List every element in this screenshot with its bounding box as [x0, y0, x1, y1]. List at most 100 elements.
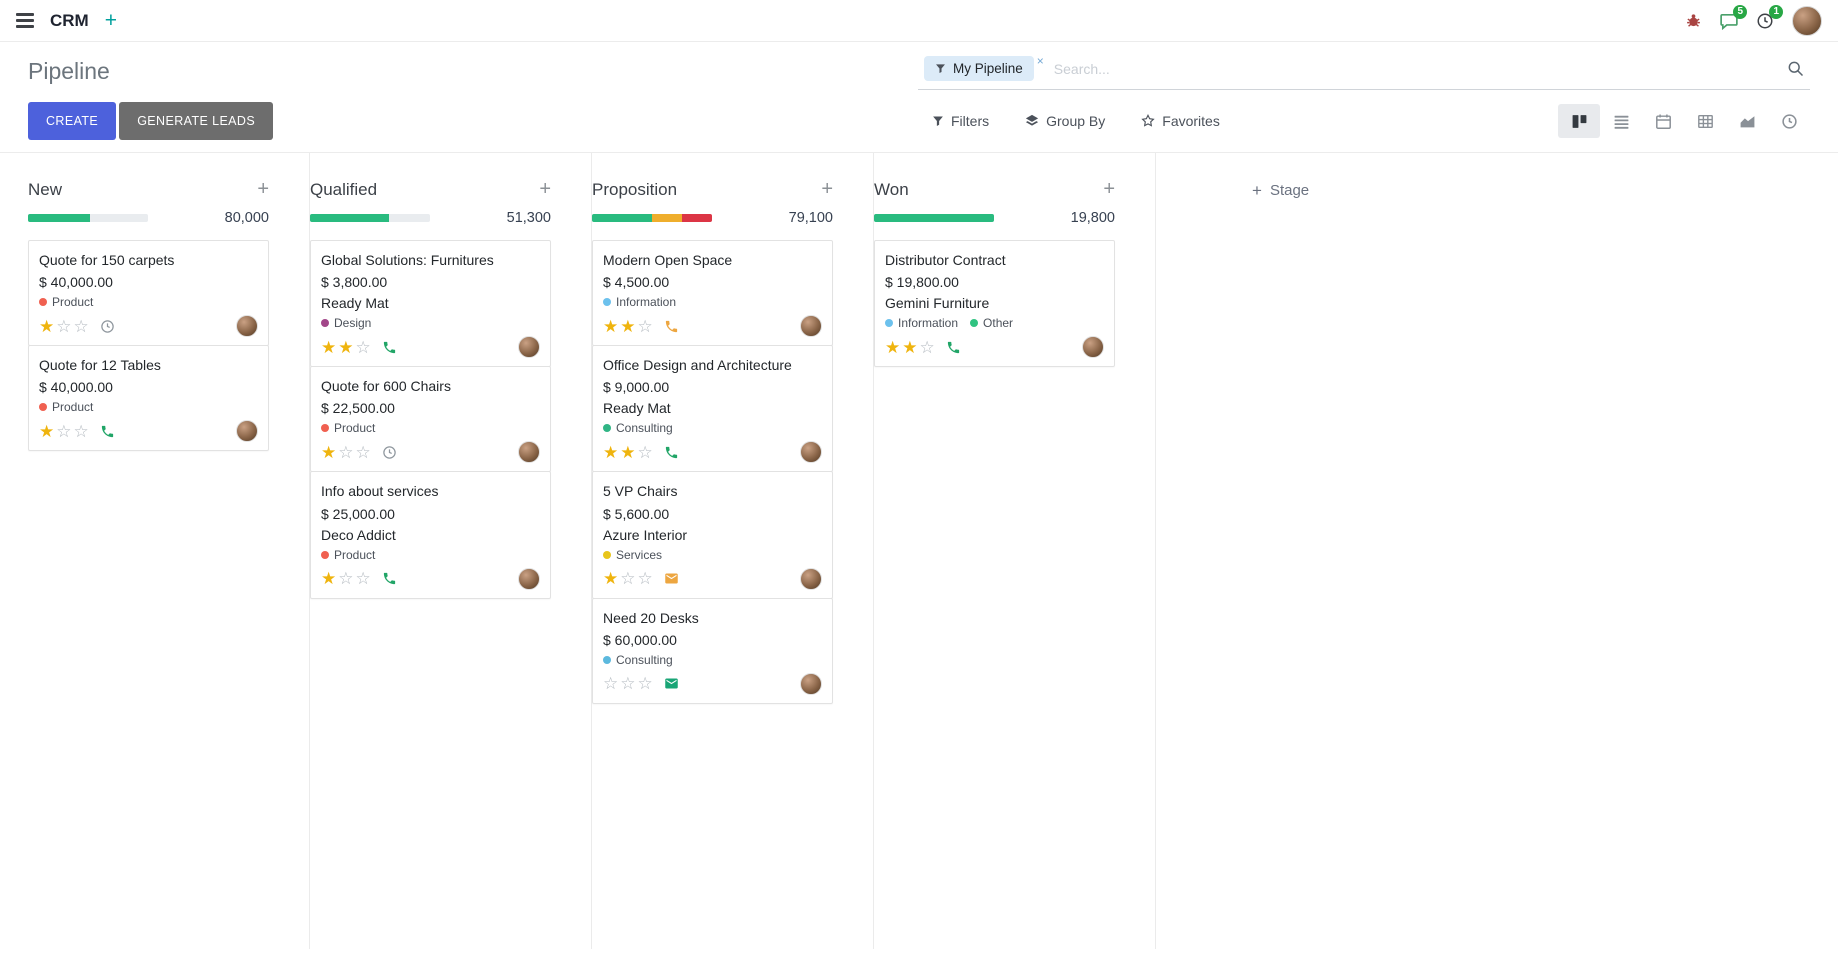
quick-create-button[interactable]: + [821, 178, 833, 200]
progress-segment-green[interactable] [874, 214, 994, 222]
activities-clock-button[interactable]: 1 [1756, 4, 1783, 30]
priority-star[interactable]: ★ [39, 316, 55, 336]
tag-color-dot [321, 424, 329, 433]
kanban-view-button[interactable] [1558, 104, 1600, 138]
column-progressbar[interactable] [592, 214, 712, 222]
phone-activity-icon[interactable] [664, 319, 679, 334]
kanban-column: Qualified + 51,300 Global Solutions: Fur… [310, 153, 592, 949]
search-icon[interactable] [1787, 60, 1804, 77]
priority-star[interactable]: ★ [902, 337, 918, 357]
priority-star[interactable]: ☆ [56, 421, 72, 441]
kanban-card[interactable]: Modern Open Space $ 4,500.00 Information… [592, 240, 833, 347]
priority-star[interactable]: ☆ [338, 569, 354, 589]
card-partner: Azure Interior [603, 526, 688, 543]
priority-star[interactable]: ☆ [73, 421, 89, 441]
graph-view-button[interactable] [1726, 104, 1768, 138]
column-total: 80,000 [224, 210, 269, 226]
priority-star[interactable]: ★ [603, 442, 619, 462]
card-tags: Consulting [603, 421, 822, 435]
priority-star[interactable]: ☆ [637, 316, 653, 336]
quick-create-button[interactable]: + [1103, 178, 1115, 200]
priority-star[interactable]: ☆ [355, 337, 371, 357]
phone-activity-icon[interactable] [382, 571, 397, 586]
column-progressbar[interactable] [310, 214, 430, 222]
pivot-view-button[interactable] [1684, 104, 1726, 138]
kanban-card[interactable]: Quote for 150 carpets $ 40,000.00 Produc… [28, 240, 269, 347]
kanban-card[interactable]: Quote for 600 Chairs $ 22,500.00 Product… [310, 366, 551, 473]
priority-star[interactable]: ★ [39, 421, 55, 441]
search-bar[interactable]: My Pipeline × [918, 54, 1810, 90]
quick-create-button[interactable]: + [539, 178, 551, 200]
priority-star[interactable]: ★ [620, 442, 636, 462]
quick-create-button[interactable]: + [257, 178, 269, 200]
priority-star[interactable]: ☆ [56, 316, 72, 336]
priority-star[interactable]: ★ [321, 569, 337, 589]
priority-star[interactable]: ★ [603, 569, 619, 589]
kanban-card[interactable]: Quote for 12 Tables $ 40,000.00 Product … [28, 345, 269, 452]
progress-segment-red[interactable] [682, 214, 712, 222]
kanban-card[interactable]: 5 VP Chairs $ 5,600.00 Azure Interior Se… [592, 471, 833, 599]
priority-star[interactable]: ★ [885, 337, 901, 357]
kanban-card[interactable]: Global Solutions: Furnitures $ 3,800.00 … [310, 240, 551, 368]
add-stage-button[interactable]: + Stage [1252, 179, 1309, 201]
priority-star[interactable]: ☆ [919, 337, 935, 357]
generate-leads-button[interactable]: GENERATE LEADS [119, 102, 274, 140]
progress-segment-green[interactable] [28, 214, 91, 222]
phone-activity-icon[interactable] [100, 424, 115, 439]
priority-star[interactable]: ★ [321, 442, 337, 462]
priority-star[interactable]: ☆ [73, 316, 89, 336]
envelope-activity-icon[interactable] [664, 676, 679, 691]
search-facet[interactable]: My Pipeline [924, 56, 1034, 81]
activity-view-button[interactable] [1768, 104, 1810, 138]
progress-segment-green[interactable] [592, 214, 652, 222]
phone-activity-icon[interactable] [382, 340, 397, 355]
priority-star[interactable]: ☆ [355, 442, 371, 462]
phone-activity-icon[interactable] [946, 340, 961, 355]
priority-star[interactable]: ☆ [355, 569, 371, 589]
priority-star[interactable]: ★ [620, 316, 636, 336]
create-button[interactable]: CREATE [28, 102, 117, 140]
debug-bug-icon[interactable] [1685, 12, 1702, 29]
priority-star[interactable]: ☆ [637, 674, 653, 694]
column-progressbar[interactable] [28, 214, 148, 222]
column-progressbar[interactable] [874, 214, 994, 222]
favorites-button[interactable]: Favorites [1141, 113, 1220, 129]
apps-menu-icon[interactable] [16, 13, 34, 28]
clock-activity-icon[interactable] [100, 319, 115, 334]
clock-activity-icon[interactable] [382, 445, 397, 460]
messages-button[interactable]: 5 [1720, 4, 1747, 30]
column-cards: Distributor Contract $ 19,800.00 Gemini … [874, 240, 1115, 368]
list-view-button[interactable] [1600, 104, 1642, 138]
group-by-button[interactable]: Group By [1025, 113, 1105, 129]
phone-activity-icon[interactable] [664, 445, 679, 460]
priority-star[interactable]: ★ [338, 337, 354, 357]
card-amount: $ 60,000.00 [603, 631, 677, 648]
priority-star[interactable]: ☆ [620, 674, 636, 694]
card-amount: $ 5,600.00 [603, 505, 670, 522]
priority-stars: ★ ☆ ☆ [39, 423, 89, 440]
kanban-card[interactable]: Need 20 Desks $ 60,000.00 Consulting ☆ ☆ ☆ [592, 597, 833, 704]
priority-star[interactable]: ☆ [637, 569, 653, 589]
user-menu-avatar[interactable] [1792, 5, 1822, 36]
priority-star[interactable]: ☆ [338, 442, 354, 462]
filters-button[interactable]: Filters [932, 113, 989, 129]
priority-star[interactable]: ★ [603, 316, 619, 336]
kanban-card[interactable]: Office Design and Architecture $ 9,000.0… [592, 345, 833, 473]
plus-icon[interactable]: + [104, 9, 117, 32]
envelope-activity-icon[interactable] [664, 571, 679, 586]
card-partner: Deco Addict [321, 526, 396, 543]
progress-segment-yellow[interactable] [652, 214, 682, 222]
kanban-card[interactable]: Info about services $ 25,000.00 Deco Add… [310, 471, 551, 599]
kanban-card[interactable]: Distributor Contract $ 19,800.00 Gemini … [874, 240, 1115, 368]
facet-remove-icon[interactable]: × [1036, 53, 1044, 68]
priority-star[interactable]: ☆ [620, 569, 636, 589]
app-name[interactable]: CRM [50, 10, 89, 30]
priority-star[interactable]: ☆ [637, 442, 653, 462]
calendar-view-button[interactable] [1642, 104, 1684, 138]
tag-color-dot [885, 319, 893, 328]
priority-star[interactable]: ★ [321, 337, 337, 357]
search-input[interactable] [1053, 60, 1787, 77]
priority-stars: ☆ ☆ ☆ [603, 675, 653, 692]
priority-star[interactable]: ☆ [603, 674, 619, 694]
progress-segment-green[interactable] [310, 214, 390, 222]
